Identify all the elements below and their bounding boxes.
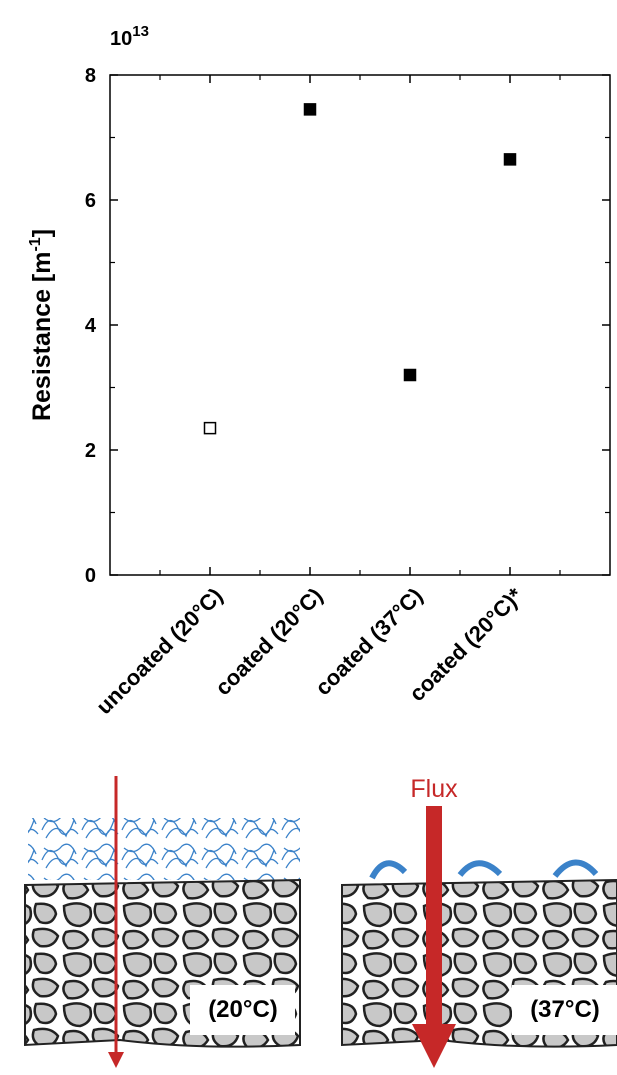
y-label-suffix: ] — [28, 229, 56, 237]
axis-multiplier: 1013 — [110, 23, 149, 50]
y-tick-label: 4 — [85, 315, 97, 337]
membrane-left: (20°C) — [24, 776, 301, 1068]
arrow-head — [412, 1024, 456, 1068]
arrow-head — [108, 1052, 124, 1068]
y-tick-label: 0 — [85, 565, 96, 587]
y-axis-label: Resistance [m-1] — [27, 229, 56, 421]
y-tick-label: 6 — [85, 190, 96, 212]
marker — [503, 153, 517, 166]
multiplier-exponent: 13 — [132, 23, 149, 40]
flux-arrow-thick — [426, 806, 442, 1026]
y-tick-label: 8 — [85, 65, 96, 87]
marker — [403, 368, 417, 382]
label-box — [190, 985, 295, 1035]
y-tick-label: 2 — [85, 440, 96, 462]
marker — [303, 103, 317, 116]
right-label: (37°C) — [530, 996, 600, 1023]
multiplier-base: 10 — [110, 28, 132, 50]
y-label-text: Resistance [m — [28, 252, 56, 422]
membrane-right: (37°C) Flux — [341, 775, 617, 1068]
label-box — [512, 985, 617, 1035]
plot-frame — [109, 74, 611, 576]
collapsed-fibers — [369, 859, 599, 880]
x-tick-label: uncoated (20°C) — [91, 583, 227, 719]
left-label: (20°C) — [208, 996, 278, 1023]
marker — [203, 421, 217, 435]
fiber-layer — [28, 818, 300, 880]
y-label-superscript: -1 — [27, 237, 44, 251]
flux-label: Flux — [410, 775, 458, 803]
